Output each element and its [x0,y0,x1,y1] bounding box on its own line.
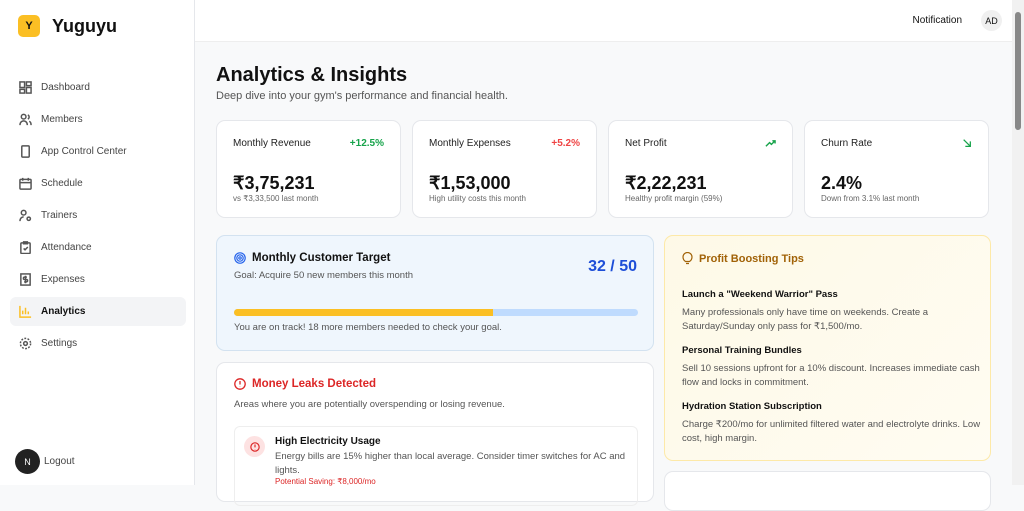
stat-label: Monthly Expenses [429,138,511,149]
tips-title-text: Profit Boosting Tips [699,252,804,265]
target-icon [234,252,246,264]
notification-button[interactable]: Notification [912,15,962,26]
sidebar-item-label: Attendance [41,242,92,253]
sidebar-item-label: Members [41,114,83,125]
stat-note: Down from 3.1% last month [821,194,920,203]
tip-description: Sell 10 sessions upfront for a 10% disco… [682,363,980,388]
tip-description: Charge ₹200/mo for unlimited filtered wa… [682,419,981,444]
phone-icon [21,145,30,158]
alert-circle-icon [244,436,265,457]
grid-icon [19,81,32,94]
sidebar-item-app-control-center[interactable]: App Control Center [10,137,186,166]
stat-label: Net Profit [625,138,667,149]
stat-value: ₹1,53,000 [429,173,511,193]
leaks-title: Money Leaks Detected [234,378,376,390]
users-icon [19,113,32,126]
top-header: Notification AD [195,0,1012,42]
profile-avatar[interactable]: AD [981,10,1002,31]
sidebar-item-label: App Control Center [41,146,127,157]
stat-label: Churn Rate [821,138,873,149]
stat-note: High utility costs this month [429,194,526,203]
tip-item: Personal Training Bundles Sell 10 session… [682,345,982,389]
user-cog-icon [19,209,32,222]
stat-change: +5.2% [551,138,580,149]
target-message: You are on track! 18 more members needed… [234,322,502,333]
brand[interactable]: Y Yuguyu [18,15,117,37]
clipboard-check-icon [20,241,31,254]
sidebar-item-schedule[interactable]: Schedule [10,169,186,198]
sidebar-item-analytics[interactable]: Analytics [10,297,186,326]
bar-chart-icon [19,305,32,318]
tips-title: Profit Boosting Tips [682,252,804,265]
customer-target-card: Monthly Customer Target Goal: Acquire 50… [216,235,654,351]
tip-description: Many professionals only have time on wee… [682,307,929,332]
stat-label: Monthly Revenue [233,138,311,149]
target-progress-bar [234,309,638,316]
leak-item: High Electricity Usage Energy bills are … [234,426,638,506]
page-subtitle: Deep dive into your gym's performance an… [216,90,508,102]
sidebar-nav: Dashboard Members App Control Center Sch… [10,73,186,361]
leaks-title-text: Money Leaks Detected [252,378,376,390]
stat-value: ₹3,75,231 [233,173,315,193]
stat-value: ₹2,22,231 [625,173,707,193]
gear-icon [19,337,32,350]
receipt-dollar-icon [20,273,31,286]
tip-title: Hydration Station Subscription [682,401,822,412]
stat-card-expenses: Monthly Expenses +5.2% ₹1,53,000 High ut… [412,120,597,218]
target-goal: Goal: Acquire 50 new members this month [234,270,414,281]
money-leaks-card: Money Leaks Detected Areas where you are… [216,362,654,506]
sidebar-item-label: Schedule [41,178,83,189]
sidebar-item-label: Settings [41,338,78,349]
tip-item: Hydration Station Subscription Charge ₹20… [682,401,982,445]
target-count: 32 / 50 [588,258,637,275]
profit-tips-card: Profit Boosting Tips Launch a "Weekend W… [664,235,991,461]
sidebar-item-dashboard[interactable]: Dashboard [10,73,186,102]
stat-change: +12.5% [349,138,384,149]
stat-card-churn: Churn Rate 2.4% Down from 3.1% last mont… [804,120,989,218]
target-title-text: Monthly Customer Target [252,252,391,264]
stat-note: Healthy profit margin (59%) [625,194,723,203]
leak-saving: Potential Saving: ₹8,000/mo [275,477,376,486]
brand-name: Yuguyu [52,15,118,36]
sidebar-item-label: Dashboard [41,82,90,93]
tip-title: Personal Training Bundles [682,345,802,356]
scrollbar-thumb[interactable] [1015,12,1021,130]
logout-label: Logout [44,456,75,467]
sidebar-item-label: Expenses [41,274,85,285]
tip-item: Launch a "Weekend Warrior" Pass Many prof… [682,289,982,333]
tip-title: Launch a "Weekend Warrior" Pass [682,289,838,300]
sidebar-item-attendance[interactable]: Attendance [10,233,186,262]
scrollbar[interactable] [1012,0,1024,485]
sidebar-item-expenses[interactable]: Expenses [10,265,186,294]
sidebar-item-settings[interactable]: Settings [10,329,186,358]
sidebar-item-trainers[interactable]: Trainers [10,201,186,230]
target-title: Monthly Customer Target [234,252,390,264]
target-progress-fill [234,309,493,316]
trending-up-icon [765,140,776,147]
stat-value: 2.4% [821,173,863,193]
leaks-subtitle: Areas where you are potentially overspen… [234,399,505,410]
next-card [664,471,991,511]
leak-title: High Electricity Usage [275,436,381,447]
stat-card-net-profit: Net Profit ₹2,22,231 Healthy profit marg… [608,120,793,218]
stat-card-revenue: Monthly Revenue +12.5% ₹3,75,231 vs ₹3,3… [216,120,401,218]
calendar-icon [19,177,32,190]
lightbulb-icon [682,252,693,265]
sidebar: Y Yuguyu Dashboard Members App Control C… [0,0,195,485]
stat-note: vs ₹3,33,500 last month [233,194,319,203]
user-avatar: N [15,449,40,474]
logout-button[interactable]: N Logout [15,449,75,474]
alert-circle-icon [234,378,246,390]
sidebar-item-label: Analytics [41,306,86,317]
arrow-down-right-icon [963,139,971,147]
page-title: Analytics & Insights [216,64,408,86]
sidebar-item-label: Trainers [41,210,78,221]
sidebar-item-members[interactable]: Members [10,105,186,134]
leak-description: Energy bills are 15% higher than local a… [275,451,626,476]
brand-logo: Y [18,15,40,37]
